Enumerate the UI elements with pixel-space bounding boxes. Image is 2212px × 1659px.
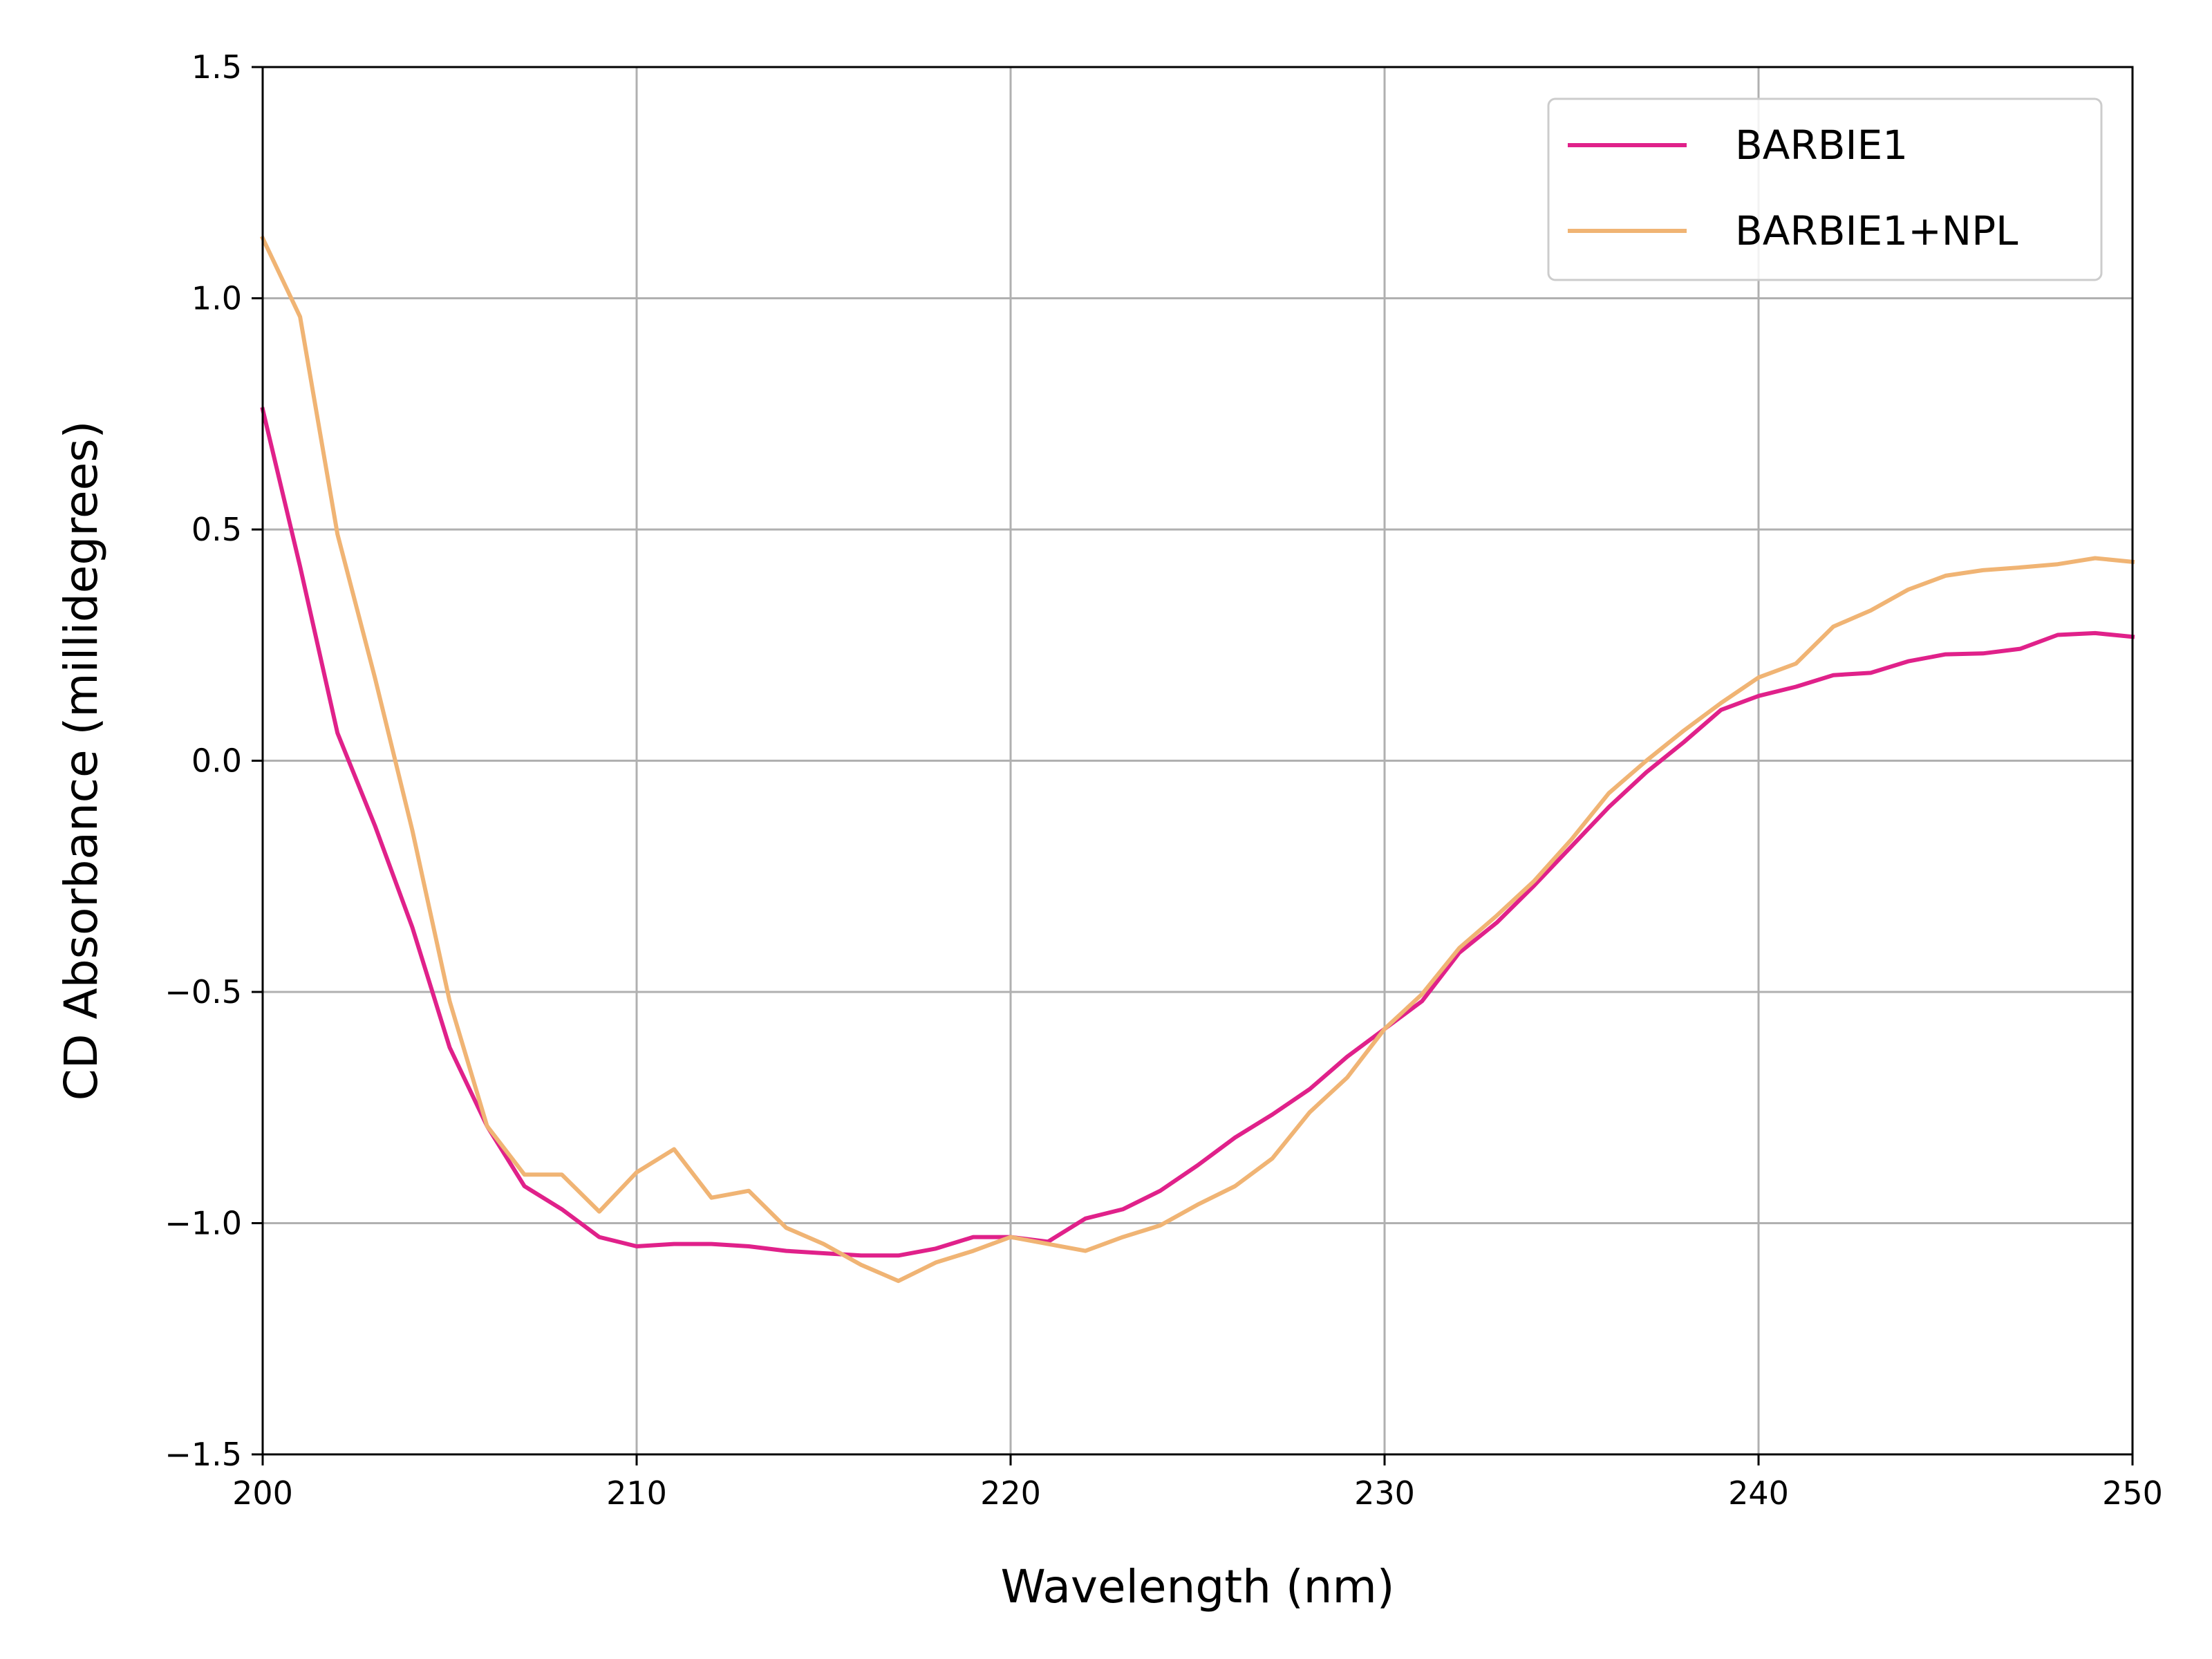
y-tick-label: 0.5 (191, 511, 242, 548)
y-tick-label: −1.5 (165, 1436, 242, 1473)
legend-label-barbie1-npl: BARBIE1+NPL (1735, 207, 2018, 254)
x-axis-title: Wavelength (nm) (1000, 1560, 1394, 1613)
x-tick-label: 240 (1728, 1474, 1789, 1512)
y-tick-label: 0.0 (191, 742, 242, 780)
x-tick-label: 200 (232, 1474, 293, 1512)
y-tick-label: −0.5 (165, 973, 242, 1011)
y-axis-title: CD Absorbance (millidegrees) (55, 421, 108, 1101)
y-tick-label: −1.0 (165, 1205, 242, 1242)
series-line-barbie1-npl (260, 235, 2135, 1284)
legend-label-barbie1: BARBIE1 (1735, 122, 1908, 169)
legend: BARBIE1 BARBIE1+NPL (1547, 97, 2103, 281)
series-line-barbie1 (260, 406, 2135, 1258)
x-tick-label: 230 (1354, 1474, 1415, 1512)
x-tick-label: 220 (980, 1474, 1041, 1512)
axis-ticks: 200 210 220 230 240 250 −1.5 −1.0 −0.5 0.0 0.5 1.0 1… (165, 48, 2163, 1512)
y-tick-label: 1.0 (191, 280, 242, 317)
gridlines (261, 66, 2134, 1456)
series-lines (260, 235, 2135, 1284)
x-tick-label: 250 (2102, 1474, 2163, 1512)
y-tick-label: 1.5 (191, 48, 242, 86)
x-tick-label: 210 (606, 1474, 667, 1512)
